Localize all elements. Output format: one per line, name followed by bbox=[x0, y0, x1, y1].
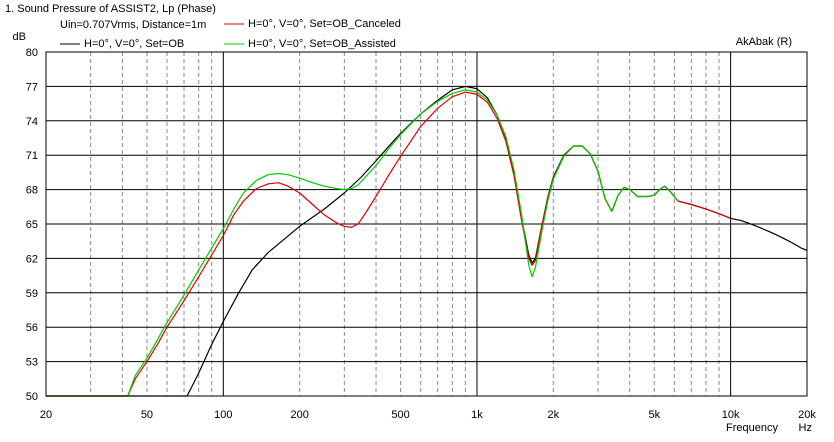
legend-label-assisted: H=0°, V=0°, Set=OB_Assisted bbox=[248, 38, 396, 50]
y-tick-label: 80 bbox=[26, 47, 38, 59]
curves bbox=[46, 85, 808, 397]
curve-ob-canceled bbox=[46, 91, 731, 397]
x-axis-label: Frequency bbox=[726, 422, 778, 434]
x-tick-label: 100 bbox=[214, 409, 232, 421]
legend-label-canceled: H=0°, V=0°, Set=OB_Canceled bbox=[248, 18, 401, 30]
y-tick-label: 65 bbox=[26, 219, 38, 231]
measurement-info: Uin=0.707Vrms, Distance=1m bbox=[60, 19, 206, 31]
y-tick-label: 74 bbox=[26, 116, 38, 128]
x-axis-ticks: 20 50 100 200 500 1k 2k 5k 10k 20k bbox=[40, 409, 816, 421]
x-axis-unit: Hz bbox=[799, 422, 812, 434]
y-tick-label: 56 bbox=[26, 322, 38, 334]
y-tick-label: 62 bbox=[26, 253, 38, 265]
x-tick-label: 50 bbox=[141, 409, 153, 421]
x-tick-label: 10k bbox=[722, 409, 740, 421]
y-tick-label: 68 bbox=[26, 185, 38, 197]
curve-ob bbox=[46, 85, 808, 397]
legend: H=0°, V=0°, Set=OB H=0°, V=0°, Set=OB_Ca… bbox=[60, 18, 401, 50]
x-tick-label: 1k bbox=[471, 409, 483, 421]
x-tick-label: 20 bbox=[40, 409, 52, 421]
legend-label-ob: H=0°, V=0°, Set=OB bbox=[84, 38, 184, 50]
y-tick-label: 77 bbox=[26, 81, 38, 93]
brand-label: AkAbak (R) bbox=[736, 36, 792, 48]
y-tick-label: 53 bbox=[26, 357, 38, 369]
chart-title: 1. Sound Pressure of ASSIST2, Lp (Phase) bbox=[5, 3, 216, 15]
y-axis-unit: dB bbox=[13, 31, 26, 43]
x-tick-label: 5k bbox=[648, 409, 660, 421]
x-tick-label: 200 bbox=[290, 409, 308, 421]
y-tick-label: 71 bbox=[26, 150, 38, 162]
y-tick-label: 59 bbox=[26, 288, 38, 300]
x-tick-label: 500 bbox=[391, 409, 409, 421]
x-tick-label: 20k bbox=[798, 409, 816, 421]
y-axis-ticks: 80 77 74 71 68 65 62 59 56 53 50 bbox=[26, 47, 38, 403]
grid-major bbox=[46, 52, 807, 396]
y-tick-label: 50 bbox=[26, 391, 38, 403]
plot-frame bbox=[45, 51, 808, 397]
x-tick-label: 2k bbox=[548, 409, 560, 421]
curve-ob-assisted bbox=[46, 89, 679, 397]
